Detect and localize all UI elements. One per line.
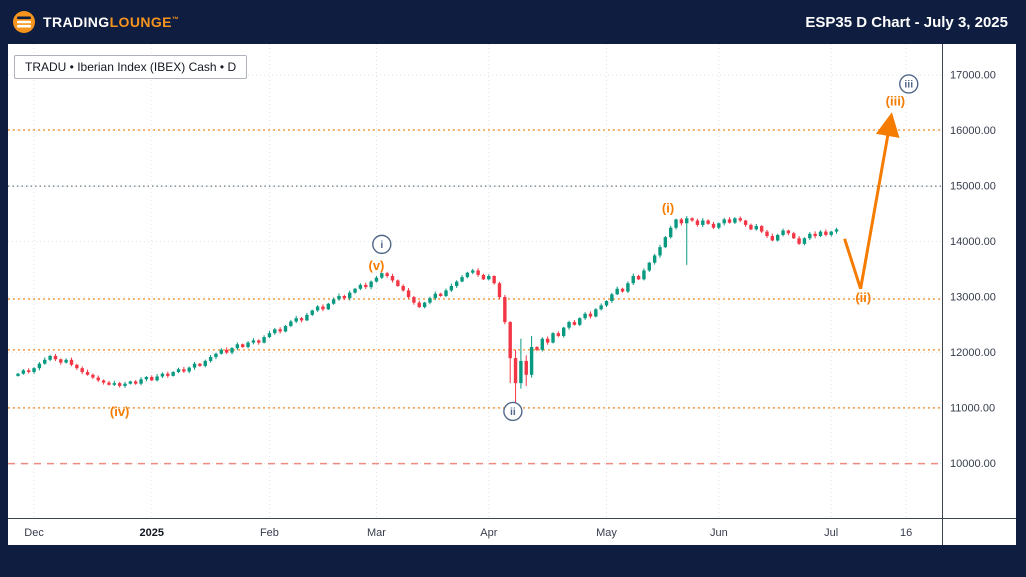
wave-label-iv: (iv) bbox=[110, 404, 130, 419]
time-axis-label: Feb bbox=[260, 527, 279, 539]
price-chart-plot-area[interactable]: (iv)(v)iii(i)(ii)(iii)iii17000.0016000.0… bbox=[8, 44, 1016, 545]
brand-name-primary: TRADING bbox=[43, 14, 110, 30]
svg-text:i: i bbox=[380, 239, 383, 251]
time-axis-label: Jul bbox=[824, 527, 838, 539]
app-header: TRADINGLOUNGE™ ESP35 D Chart - July 3, 2… bbox=[0, 0, 1026, 44]
price-axis-label: 11000.00 bbox=[950, 403, 995, 415]
price-axis-label: 16000.00 bbox=[950, 125, 996, 137]
brand-name: TRADINGLOUNGE™ bbox=[43, 14, 179, 30]
price-axis-label: 15000.00 bbox=[950, 181, 996, 193]
price-axis-label: 13000.00 bbox=[950, 292, 996, 304]
time-axis-label: 16 bbox=[900, 527, 912, 539]
time-axis-label: Jun bbox=[710, 527, 728, 539]
projection-arrow bbox=[843, 112, 900, 290]
symbol-legend[interactable]: TRADU • Iberian Index (IBEX) Cash • D bbox=[14, 55, 248, 79]
wave-label-v: (v) bbox=[369, 258, 385, 273]
wave-label-iii: (iii) bbox=[886, 94, 906, 109]
time-axis-label: Apr bbox=[480, 527, 497, 539]
time-axis-label: Mar bbox=[367, 527, 386, 539]
wave-label-circle-iii: iii bbox=[899, 74, 919, 94]
tradinglounge-logo: TRADINGLOUNGE™ bbox=[12, 10, 179, 34]
grid-lines bbox=[8, 44, 942, 518]
candlestick-series bbox=[16, 216, 839, 404]
time-axis-label: May bbox=[596, 527, 617, 539]
elliott-wave-labels: (iv)(v)iii(i)(ii)(iii)iii bbox=[110, 74, 919, 422]
wave-label-circle-i: i bbox=[372, 234, 392, 255]
time-axis[interactable]: Dec 2025 Feb Mar Apr May Jun Jul 16 bbox=[24, 527, 912, 539]
level-lines bbox=[8, 129, 942, 465]
brand-name-secondary: LOUNGE bbox=[109, 14, 172, 30]
price-axis-label: 14000.00 bbox=[950, 236, 996, 248]
wave-label-i: (i) bbox=[662, 200, 674, 215]
price-axis-label: 10000.00 bbox=[950, 458, 996, 470]
bottom-bar bbox=[0, 545, 1026, 577]
price-axis-label: 12000.00 bbox=[950, 347, 996, 359]
axis-frame bbox=[8, 44, 1016, 545]
price-axis-label: 17000.00 bbox=[950, 70, 996, 82]
chart-panel: (iv) (v) i ii (i) (ii) (iii) iii 17000.00 16000.0… bbox=[8, 44, 1016, 545]
time-axis-label: Dec bbox=[24, 527, 44, 539]
svg-text:ii: ii bbox=[510, 406, 516, 418]
time-axis-label: 2025 bbox=[140, 527, 164, 539]
tradinglounge-logo-icon bbox=[13, 11, 35, 33]
page-title: ESP35 D Chart - July 3, 2025 bbox=[805, 13, 1008, 31]
svg-text:iii: iii bbox=[904, 78, 913, 90]
price-axis[interactable]: 17000.00 16000.00 15000.00 14000.00 13000.00… bbox=[950, 70, 996, 471]
wave-label-ii: (ii) bbox=[855, 290, 871, 305]
brand-trademark: ™ bbox=[171, 16, 180, 24]
wave-label-circle-ii: ii bbox=[503, 401, 523, 422]
